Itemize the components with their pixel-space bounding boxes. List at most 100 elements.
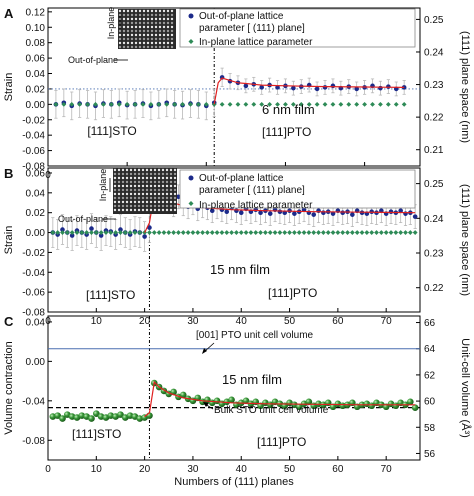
sto-volume-label: Bulk STO unit cell volume	[214, 405, 329, 416]
inset-atom-column	[169, 196, 173, 200]
inset-atom-column	[133, 196, 137, 200]
inset-atom-column	[161, 168, 165, 172]
inset-atom-column	[150, 41, 154, 45]
inset-atom-column	[153, 196, 157, 200]
x-tick-label: 10	[91, 316, 103, 327]
y2-tick-label: 0.21	[424, 145, 444, 156]
in-plane-point	[85, 101, 90, 107]
in-plane-point	[127, 230, 133, 235]
in-plane-point	[74, 230, 80, 235]
inset-atom-column	[117, 204, 121, 208]
inset-atom-column	[157, 208, 161, 212]
inset-atom-column	[133, 180, 137, 184]
inset-atom-column	[158, 45, 162, 49]
inset-atom-column	[162, 13, 166, 17]
x-tick-label: 60	[332, 464, 344, 475]
inset-atom-column	[117, 176, 121, 180]
inset-atom-column	[145, 172, 149, 176]
inset-atom-column	[117, 172, 121, 176]
in-plane-point	[64, 230, 70, 235]
in-plane-point	[243, 230, 249, 235]
inset-atom-column	[153, 204, 157, 208]
in-plane-point	[229, 230, 234, 235]
y2-tick-label: 58	[424, 423, 436, 434]
in-plane-point	[227, 101, 233, 107]
fit-curve	[213, 77, 405, 105]
inset-atom-column	[117, 200, 121, 204]
inset-atom-column	[149, 176, 153, 180]
inset-atom-column	[158, 41, 162, 45]
inset-atom-column	[166, 41, 170, 45]
in-plane-point	[311, 230, 317, 235]
y2-tick-label: 0.23	[424, 249, 444, 260]
inset-atom-column	[153, 184, 157, 188]
in-plane-point	[277, 230, 283, 235]
inset-atom-column	[142, 17, 146, 21]
inset-atom-column	[166, 9, 170, 13]
inset-image-a	[118, 9, 176, 49]
inset-atom-column	[130, 41, 134, 45]
inset-atom-column	[122, 25, 126, 29]
inset-atom-column	[125, 172, 129, 176]
inset-atom-column	[126, 45, 130, 49]
inset-atom-column	[133, 192, 137, 196]
in-plane-point	[263, 230, 268, 235]
in-plane-point	[188, 101, 193, 107]
inset-atom-column	[126, 13, 130, 17]
in-plane-point	[108, 230, 114, 235]
in-plane-point	[388, 230, 394, 235]
in-plane-point	[140, 101, 146, 107]
inset-atom-column	[129, 168, 133, 172]
inset-atom-column	[117, 188, 121, 192]
inset-atom-column	[157, 200, 161, 204]
inset-atom-column	[153, 192, 157, 196]
y-tick-label: 0.00	[26, 357, 46, 368]
out-of-plane-point	[314, 86, 320, 92]
inset-atom-column	[130, 17, 134, 21]
inset-atom-column	[141, 196, 145, 200]
inset-atom-column	[150, 13, 154, 17]
legend-in-plane-marker	[188, 39, 194, 44]
inset-atom-column	[133, 172, 137, 176]
inset-atom-column	[137, 204, 141, 208]
inset-atom-column	[146, 41, 150, 45]
volume-point	[407, 398, 414, 406]
inset-atom-column	[158, 37, 162, 41]
in-plane-point	[137, 230, 143, 235]
inset-atom-column	[173, 184, 177, 188]
inset-atom-column	[134, 17, 138, 21]
inset-atom-column	[133, 184, 137, 188]
y2-tick-label: 0.23	[424, 80, 444, 91]
in-plane-point	[287, 230, 292, 235]
volume-point	[266, 401, 274, 409]
inset-atom-column	[145, 168, 149, 172]
out-of-plane-point	[292, 211, 297, 216]
inset-atom-column	[130, 21, 134, 25]
in-plane-point	[180, 101, 185, 107]
substrate-label: [111]STO	[72, 427, 121, 441]
out-of-plane-point	[350, 212, 355, 217]
inset-atom-column	[149, 184, 153, 188]
inset-atom-column	[153, 188, 157, 192]
inset-atom-column	[138, 21, 142, 25]
inset-atom-column	[173, 204, 177, 208]
inset-atom-column	[170, 41, 174, 45]
inset-atom-column	[153, 200, 157, 204]
inset-atom-column	[113, 176, 117, 180]
inset-atom-column	[146, 25, 150, 29]
inset-atom-column	[129, 184, 133, 188]
inset-atom-column	[137, 184, 141, 188]
inset-atom-column	[142, 45, 146, 49]
inset-atom-column	[113, 168, 117, 172]
inset-in-plane-label: In-plane	[98, 169, 108, 202]
inset-atom-column	[166, 29, 170, 33]
plot-frame	[47, 167, 421, 313]
volume-point	[368, 402, 375, 410]
inset-atom-column	[145, 184, 149, 188]
in-plane-point	[383, 230, 389, 235]
inset-atom-column	[170, 9, 174, 13]
inset-atom-column	[113, 180, 117, 184]
inset-atom-column	[165, 168, 169, 172]
inset-atom-column	[134, 41, 138, 45]
out-of-plane-point	[275, 85, 280, 90]
